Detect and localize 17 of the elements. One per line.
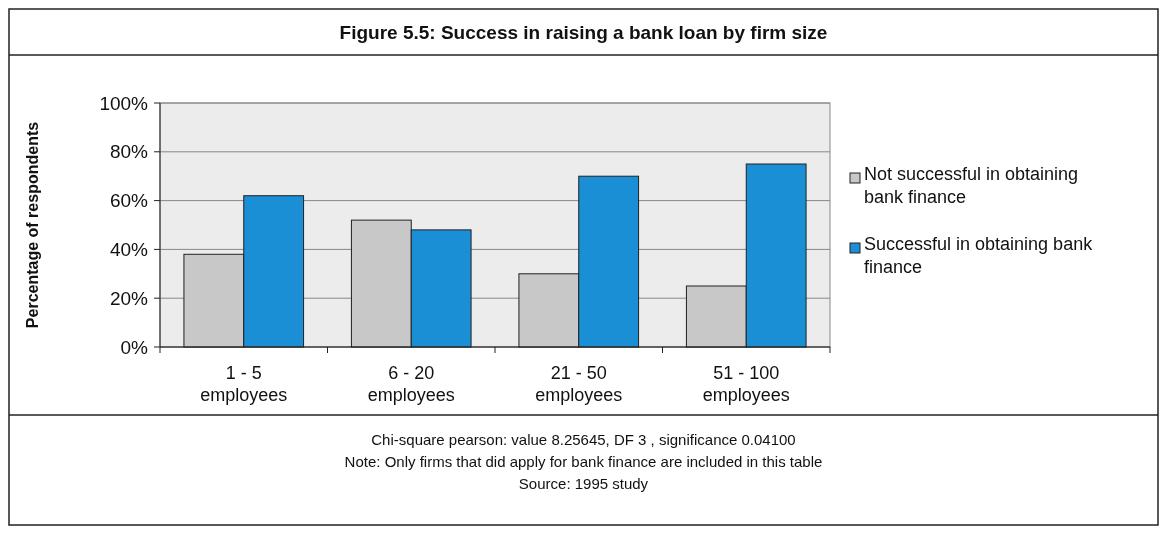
y-tick-label: 40%: [109, 239, 149, 261]
y-tick-label: 100%: [99, 92, 149, 114]
source-note: Source: 1995 study: [518, 475, 649, 492]
y-axis-title: Percentage of respondents: [24, 121, 41, 329]
text: Chi-square pearson: value 8.25645, DF 3 , significance 0.04100: [371, 431, 796, 448]
y-tick-label: 20%: [109, 287, 149, 309]
y-tick-label: 80%: [109, 141, 149, 163]
chart-title: Figure 5.5: Success in raising a bank loan by firm size: [339, 22, 828, 43]
x-tick-label: 6 - 20 employees: [367, 363, 455, 405]
legend-label: Successful in obtaining bank finance: [864, 234, 1094, 277]
x-tick-label: 1 - 5 employees: [200, 363, 288, 405]
y-tick-label: 60%: [109, 190, 149, 212]
x-tick-label: 21 - 50 employees: [535, 363, 623, 405]
y-tick-label: 0%: [120, 336, 149, 358]
x-tick-label: 51 - 100 employees: [702, 363, 790, 405]
text: Note: Only firms that did apply for bank finance are included in this table: [344, 453, 823, 470]
legend-label: Not successful in obtaining bank finance: [864, 164, 1079, 207]
